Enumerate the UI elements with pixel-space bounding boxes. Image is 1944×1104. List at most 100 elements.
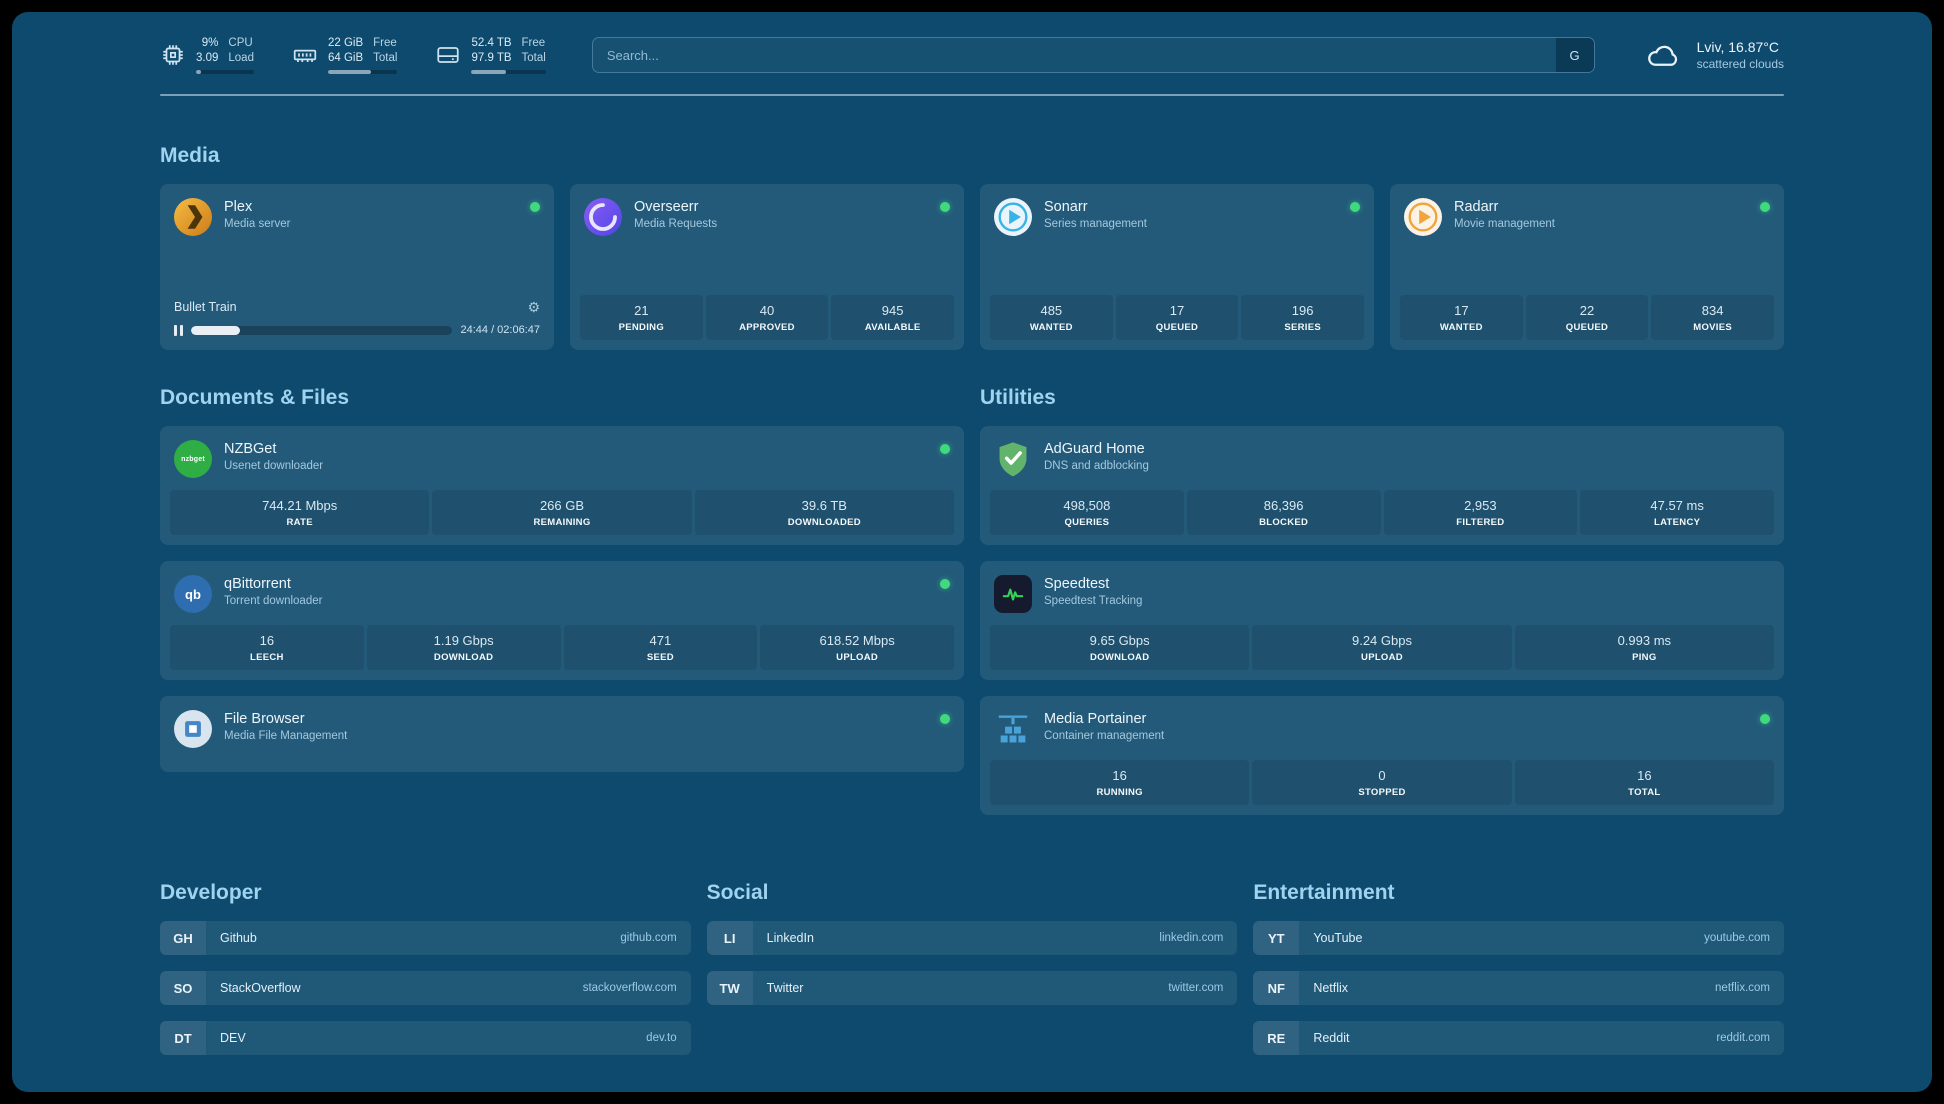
stat-block: 9.65 Gbps DOWNLOAD <box>990 625 1250 670</box>
stat-block: 40 APPROVED <box>705 295 829 340</box>
pause-icon[interactable] <box>174 324 183 336</box>
service-card-speedtest: Speedtest Speedtest Tracking 9.65 Gbps D… <box>980 561 1784 680</box>
stat-value: 744.21 Mbps <box>262 498 338 513</box>
section-title-developer: Developer <box>160 881 262 904</box>
service-subtitle: Media server <box>224 218 291 230</box>
stat-block: 2,953 FILTERED <box>1383 490 1578 535</box>
stat-value: 39.6 TB <box>801 498 847 513</box>
bookmark-reddit[interactable]: RE Reddit reddit.com <box>1253 1021 1784 1055</box>
service-link-overseerr[interactable]: Overseerr Media Requests <box>580 194 954 248</box>
stat-block: 485 WANTED <box>990 295 1113 340</box>
adguard-icon <box>994 440 1032 478</box>
search-bar: G <box>591 37 1595 73</box>
memory-widget: 22 GiB 64 GiB Free Total <box>292 36 398 74</box>
section-title-utilities: Utilities <box>980 386 1056 409</box>
stat-value: 47.57 ms <box>1650 498 1704 513</box>
service-card-nzbget: nzbget NZBGet Usenet downloader 744.21 M… <box>160 426 964 545</box>
status-dot <box>940 444 950 454</box>
stat-value: 196 <box>1291 303 1314 318</box>
service-subtitle: DNS and adblocking <box>1044 460 1149 472</box>
cpu-load-label: Load <box>228 52 254 64</box>
search-input[interactable] <box>592 38 1556 72</box>
sonarr-icon <box>994 198 1032 236</box>
bookmark-youtube[interactable]: YT YouTube youtube.com <box>1253 921 1784 955</box>
bookmark-name: LinkedIn <box>766 931 814 945</box>
stat-block: 471 SEED <box>563 625 758 670</box>
cpu-widget: 9% 3.09 CPU Load <box>160 36 254 74</box>
bookmark-dev[interactable]: DT DEV dev.to <box>160 1021 691 1055</box>
bookmark-twitter[interactable]: TW Twitter twitter.com <box>706 971 1238 1005</box>
stat-label: RATE <box>286 517 313 528</box>
service-link-plex[interactable]: Plex Media server <box>170 194 544 248</box>
service-stats: 9.65 Gbps DOWNLOAD 9.24 Gbps UPLOAD 0.99… <box>990 625 1774 670</box>
bookmark-linkedin[interactable]: LI LinkedIn linkedin.com <box>706 921 1238 955</box>
bookmark-name: Github <box>220 931 257 945</box>
section-title-media: Media <box>160 144 220 167</box>
bookmark-url: twitter.com <box>1168 982 1224 994</box>
service-name: Radarr <box>1454 199 1499 215</box>
stat-value: 21 <box>634 303 649 318</box>
stat-block: 0.993 ms PING <box>1514 625 1774 670</box>
service-card-sonarr: Sonarr Series management 485 WANTED 17 Q… <box>980 184 1374 350</box>
memory-free-label: Free <box>373 37 397 49</box>
qbittorrent-icon: qb <box>174 575 212 613</box>
bookmark-group-social: Social LI LinkedIn linkedin.com TW Twitt… <box>706 845 1238 1021</box>
stat-block: 22 QUEUED <box>1525 295 1649 340</box>
memory-free-value: 22 GiB <box>327 37 364 49</box>
stat-label: UPLOAD <box>836 652 879 663</box>
stat-block: 744.21 Mbps RATE <box>170 490 430 535</box>
service-subtitle: Usenet downloader <box>224 460 324 472</box>
status-dot <box>940 714 950 724</box>
service-link-qbittorrent[interactable]: qb qBittorrent Torrent downloader <box>170 571 954 625</box>
service-card-adguard: AdGuard Home DNS and adblocking 498,508 … <box>980 426 1784 545</box>
bookmark-abbr: GH <box>160 921 206 955</box>
status-dot <box>1760 202 1770 212</box>
service-link-filebrowser[interactable]: File Browser Media File Management <box>170 706 954 752</box>
stat-value: 22 <box>1579 303 1595 318</box>
radarr-icon <box>1404 198 1442 236</box>
service-name: Speedtest <box>1044 576 1110 592</box>
bookmark-group-entertainment: Entertainment YT YouTube youtube.com NF … <box>1253 845 1784 1071</box>
stat-value: 86,396 <box>1263 498 1304 513</box>
stat-value: 9.65 Gbps <box>1089 633 1150 648</box>
stat-block: 86,396 BLOCKED <box>1186 490 1381 535</box>
service-subtitle: Torrent downloader <box>224 595 323 607</box>
memory-total-value: 64 GiB <box>327 52 364 64</box>
stat-block: 196 SERIES <box>1241 295 1364 340</box>
service-link-nzbget[interactable]: nzbget NZBGet Usenet downloader <box>170 436 954 490</box>
bookmark-netflix[interactable]: NF Netflix netflix.com <box>1253 971 1784 1005</box>
stat-value: 0 <box>1378 768 1386 783</box>
playback-progress-track[interactable] <box>190 325 453 335</box>
playback-progress-fill <box>190 325 241 335</box>
memory-total-label: Total <box>373 52 398 64</box>
media-group: Plex Media server Bullet Train ⚙ 24:44 /… <box>160 184 1784 350</box>
service-link-speedtest[interactable]: Speedtest Speedtest Tracking <box>990 571 1774 625</box>
stat-label: SERIES <box>1284 322 1321 333</box>
bookmark-url: linkedin.com <box>1159 932 1224 944</box>
service-name: Sonarr <box>1044 199 1088 215</box>
service-link-adguard[interactable]: AdGuard Home DNS and adblocking <box>990 436 1774 490</box>
stat-label: PENDING <box>618 322 665 333</box>
bookmark-abbr: RE <box>1253 1021 1300 1055</box>
service-link-sonarr[interactable]: Sonarr Series management <box>990 194 1364 248</box>
gear-icon[interactable]: ⚙ <box>527 299 540 315</box>
bookmark-abbr: NF <box>1253 971 1300 1005</box>
stat-block: 21 PENDING <box>580 295 703 340</box>
stat-value: 17 <box>1169 303 1185 318</box>
weather-location: Lviv, 16.87°C <box>1696 39 1779 55</box>
section-title-documents: Documents & Files <box>160 386 350 409</box>
disk-free-label: Free <box>521 37 546 49</box>
stat-value: 498,508 <box>1063 498 1111 513</box>
bookmark-github[interactable]: GH Github github.com <box>160 921 691 955</box>
search-provider-button[interactable]: G <box>1555 38 1594 72</box>
bookmark-stackoverflow[interactable]: SO StackOverflow stackoverflow.com <box>160 971 691 1005</box>
bookmark-url: stackoverflow.com <box>582 982 677 994</box>
bookmark-group-developer: Developer GH Github github.com SO StackO… <box>160 845 691 1071</box>
stat-value: 40 <box>759 303 775 318</box>
stat-value: 485 <box>1040 303 1063 318</box>
service-link-radarr[interactable]: Radarr Movie management <box>1400 194 1774 248</box>
resource-widgets: 9% 3.09 CPU Load <box>160 36 546 74</box>
status-dot <box>940 579 950 589</box>
stat-block: 39.6 TB DOWNLOADED <box>694 490 954 535</box>
service-link-portainer[interactable]: Media Portainer Container management <box>990 706 1774 760</box>
